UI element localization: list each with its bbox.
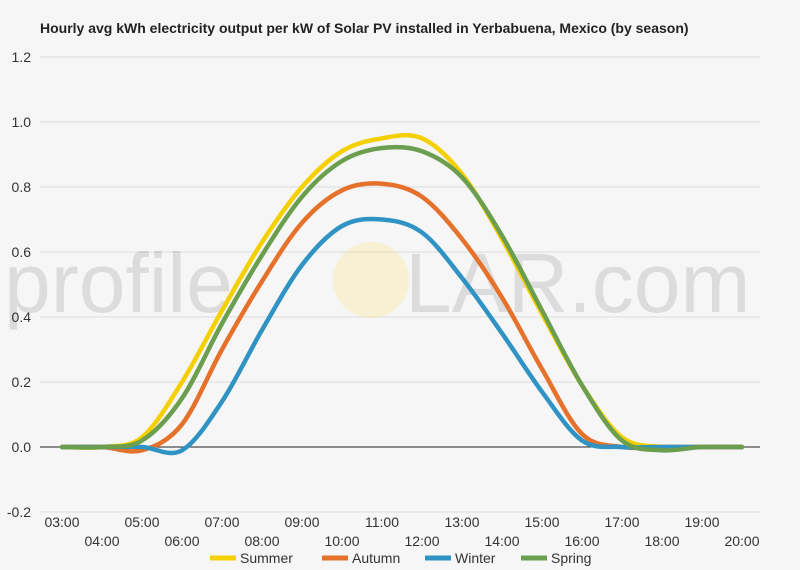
series-lines <box>59 132 745 456</box>
y-tick-label: 0.0 <box>12 439 32 455</box>
x-tick-label: 18:00 <box>644 533 679 549</box>
series-line-winter <box>59 216 745 456</box>
x-tick-label: 07:00 <box>204 514 239 530</box>
y-tick-label: 0.4 <box>12 309 32 325</box>
legend-label-winter: Winter <box>455 550 496 566</box>
y-tick-label: 0.2 <box>12 374 32 390</box>
watermark-sun-icon <box>333 242 409 318</box>
x-tick-label: 19:00 <box>684 514 719 530</box>
watermark-text-right: LAR.com <box>405 236 750 330</box>
x-tick-label: 10:00 <box>324 533 359 549</box>
x-tick-label: 14:00 <box>484 533 519 549</box>
x-tick-label: 13:00 <box>444 514 479 530</box>
x-tick-label: 04:00 <box>84 533 119 549</box>
watermark: profile LAR.com <box>4 236 750 330</box>
y-axis-ticks: -0.2 0.0 0.2 0.4 0.6 0.8 1.0 1.2 <box>7 49 31 520</box>
x-tick-label: 05:00 <box>124 514 159 530</box>
x-tick-label: 17:00 <box>604 514 639 530</box>
legend-label-summer: Summer <box>240 550 293 566</box>
x-tick-label: 12:00 <box>404 533 439 549</box>
y-tick-label: 1.2 <box>12 49 32 65</box>
y-tick-label: -0.2 <box>7 504 31 520</box>
legend-label-autumn: Autumn <box>352 550 400 566</box>
y-tick-label: 1.0 <box>12 114 32 130</box>
legend: Summer Autumn Winter Spring <box>210 550 591 566</box>
series-line-spring <box>59 144 745 453</box>
x-tick-label: 15:00 <box>524 514 559 530</box>
x-tick-label: 20:00 <box>724 533 759 549</box>
x-tick-label: 06:00 <box>164 533 199 549</box>
y-tick-label: 0.8 <box>12 179 32 195</box>
watermark-text-left: profile <box>4 236 233 330</box>
x-tick-label: 09:00 <box>284 514 319 530</box>
x-tick-label: 08:00 <box>244 533 279 549</box>
series-line-summer <box>59 132 745 450</box>
y-tick-label: 0.6 <box>12 244 32 260</box>
x-tick-label: 16:00 <box>564 533 599 549</box>
x-axis-ticks: 03:00 04:00 05:00 06:00 07:00 08:00 09:00 10:00… <box>44 514 759 549</box>
legend-label-spring: Spring <box>551 550 591 566</box>
chart-title: Hourly avg kWh electricity output per kW… <box>40 20 689 36</box>
x-tick-label: 11:00 <box>365 514 399 530</box>
x-tick-label: 03:00 <box>44 514 79 530</box>
